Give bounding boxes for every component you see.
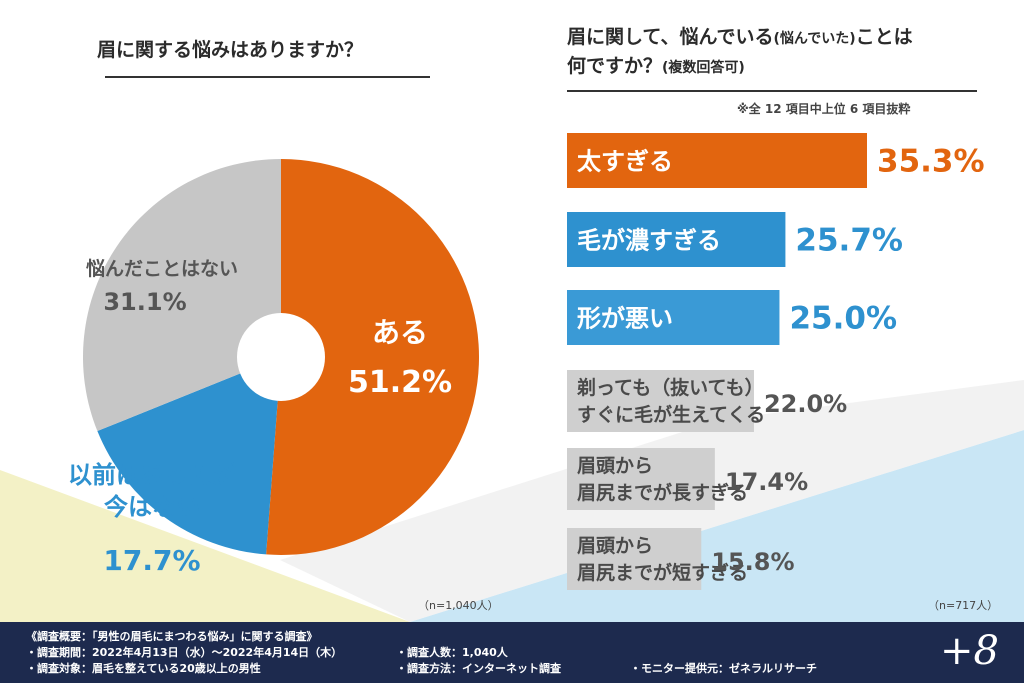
slice-label: 以前はあったが xyxy=(68,461,236,489)
slice-value-label: 17.7% xyxy=(103,544,200,577)
bar-label: 眉頭から xyxy=(577,535,653,557)
donut-hole xyxy=(237,313,325,401)
right-title-underline xyxy=(567,90,977,92)
items-note: ※全 12 項目中上位 6 項目抜粋 xyxy=(737,102,911,116)
pie-slice xyxy=(97,357,281,555)
right-title-line1-end: ことは xyxy=(855,26,913,48)
survey-title: 《調査概要：「男性の眉毛にまつわる悩み」に関する調査》 xyxy=(26,630,318,643)
bar xyxy=(567,448,715,510)
sample-size-right: （n=717人） xyxy=(928,599,999,612)
pie-slice xyxy=(266,159,480,555)
slice-label: 悩んだことはない xyxy=(86,257,238,280)
yellow-band xyxy=(0,470,410,622)
survey-provider: ・モニター提供元：ゼネラルリサーチ xyxy=(630,662,817,675)
bar-label: 眉尻までが長すぎる xyxy=(577,481,748,504)
bar-label: 眉頭から xyxy=(577,455,653,477)
bar xyxy=(567,528,702,590)
bar xyxy=(567,290,780,345)
pie-slice xyxy=(82,158,281,432)
bar-label: 形が悪い xyxy=(577,305,673,333)
survey-method: ・調査方法：インターネット調査 xyxy=(396,662,561,675)
right-question-title: 眉に関して、悩んでいる(悩んでいた)ことは 何ですか？(複数回答可) xyxy=(567,24,987,82)
right-title-paren1: (悩んでいた) xyxy=(773,31,856,47)
bar xyxy=(567,370,754,432)
bar xyxy=(567,212,786,267)
brand-logo: +8 xyxy=(940,628,999,674)
right-title-line1: 眉に関して、悩んでいる xyxy=(567,26,774,48)
slice-value-label: 51.2% xyxy=(348,365,452,400)
survey-count: ・調査人数：1,040人 xyxy=(396,646,508,659)
slice-label: 今はない xyxy=(104,493,200,521)
bar-label: 太すぎる xyxy=(577,148,673,176)
bar-label: 眉尻までが短すぎる xyxy=(577,561,748,584)
bar-value-label: 25.7% xyxy=(795,223,903,259)
bar-value-label: 35.3% xyxy=(877,144,985,180)
bar-value-label: 25.0% xyxy=(789,301,897,337)
bar-label: 剃っても（抜いても） xyxy=(577,376,764,399)
right-title-line2: 何ですか？ xyxy=(567,55,663,77)
survey-footer: 《調査概要：「男性の眉毛にまつわる悩み」に関する調査》 ・調査期間：2022年4… xyxy=(0,622,1024,683)
bar-value-label: 22.0% xyxy=(764,390,847,418)
bar-label: すぐに毛が生えてくる xyxy=(577,403,765,426)
bar-chart: 太すぎる 35.3% 毛が濃すぎる 25.7% 形が悪い 25.0% 剃っても（抜いても） す… xyxy=(567,133,985,590)
left-question-title: 眉に関する悩みはありますか？ xyxy=(96,39,363,61)
bar xyxy=(567,133,867,188)
survey-period: ・調査期間：2022年4月13日（水）～2022年4月14日（木） xyxy=(26,646,343,659)
right-title-paren2: (複数回答可) xyxy=(662,60,745,76)
survey-target: ・調査対象：眉毛を整えている20歳以上の男性 xyxy=(26,662,261,675)
slice-value-label: 31.1% xyxy=(103,288,186,316)
bar-value-label: 15.8% xyxy=(711,548,794,576)
sample-size-left: （n=1,040人） xyxy=(418,599,499,612)
bar-value-label: 17.4% xyxy=(725,468,808,496)
left-title-underline xyxy=(105,76,430,78)
slice-label: ある xyxy=(372,316,428,349)
bar-label: 毛が濃すぎる xyxy=(577,227,721,255)
